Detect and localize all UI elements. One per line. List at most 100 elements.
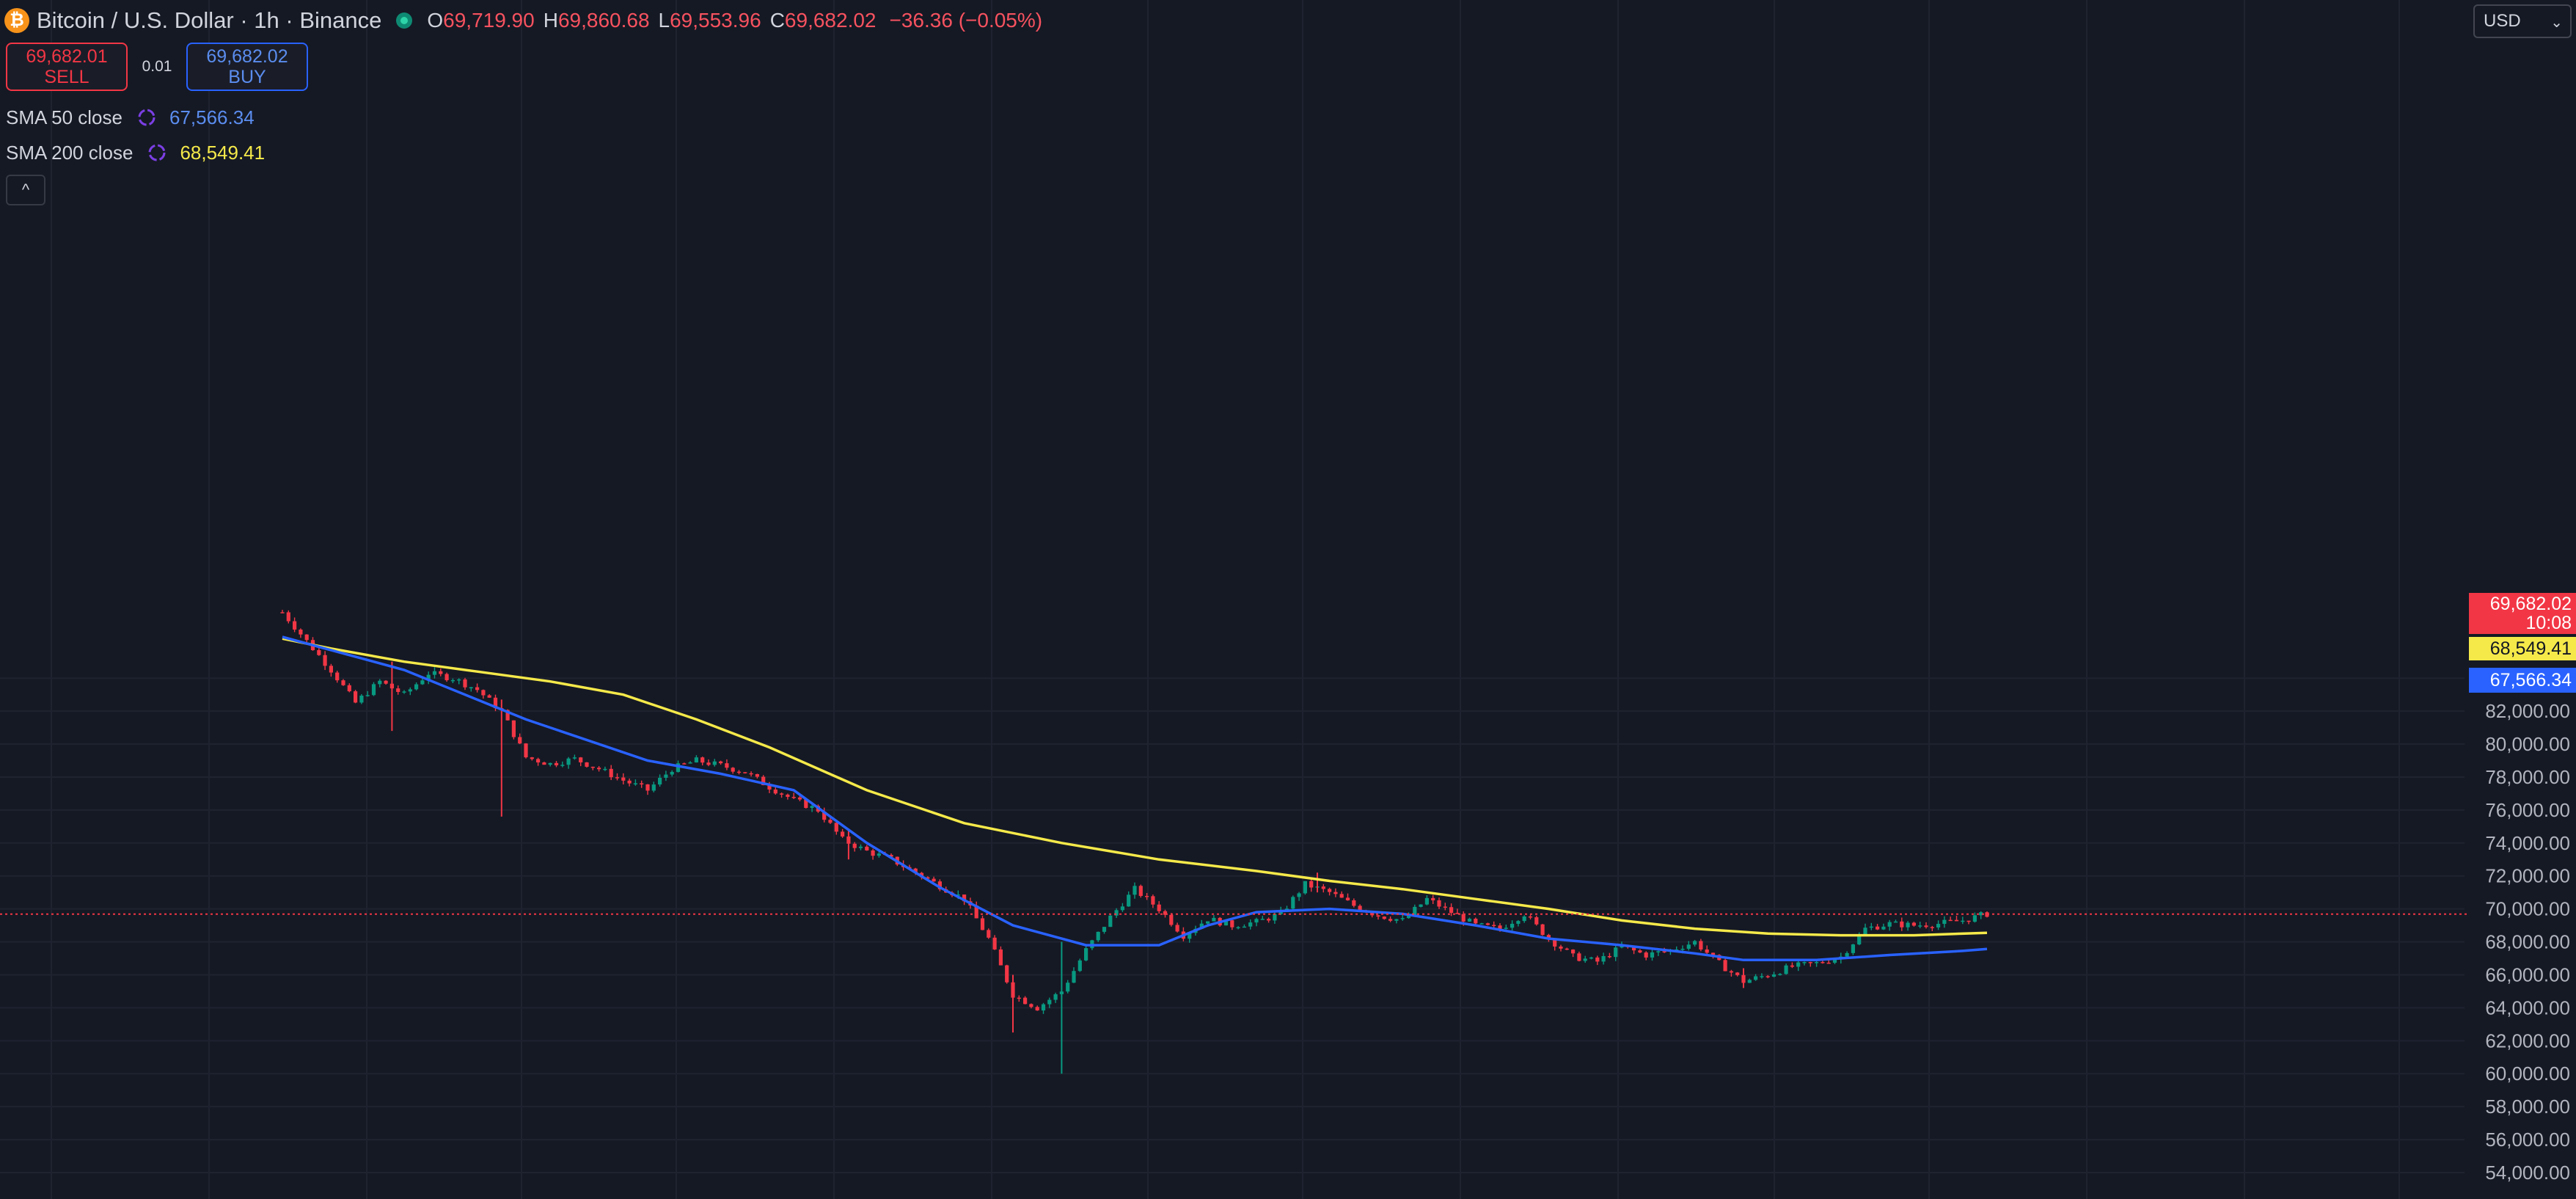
sma-200-line [282,637,1988,937]
indicator-value: 68,549.41 [180,141,266,164]
candle-body [1832,959,1837,963]
candle-body [871,850,875,856]
candle-body [1747,980,1752,983]
symbol-title[interactable]: Bitcoin / U.S. Dollar · 1h · Binance [37,7,382,33]
indicator-sma200[interactable]: SMA 200 close 68,549.41 [6,138,265,167]
candle-body [1876,926,1880,930]
candle-body [1474,919,1478,924]
candle-body [524,743,528,758]
candle-body [658,777,662,785]
candle-body [378,680,382,685]
currency-select[interactable]: USD ⌄ [2473,4,2572,38]
candle-body [987,930,991,938]
candle-body [396,688,400,692]
candle-body [621,777,626,781]
candle-body [700,757,705,763]
candle-body [493,697,498,709]
candle-body [1924,925,1928,928]
candle-body [1887,922,1892,927]
candle-body [1906,922,1910,928]
collapse-indicators-button[interactable]: ^ [6,175,45,205]
candle-body [1979,912,1983,916]
indicator-sma50[interactable]: SMA 50 close 67,566.34 [6,103,255,132]
candle-body [1857,934,1862,945]
candle-body [1120,906,1124,911]
indicator-value: 67,566.34 [169,106,255,128]
candle-body [1041,1004,1046,1011]
candle-body [761,776,766,785]
candle-body [767,784,772,790]
candle-body [1540,924,1545,936]
price-axis[interactable]: 84,000.0082,000.0080,000.0078,000.0076,0… [2485,667,2570,1184]
candle-body [1863,928,1867,935]
candle-body [627,780,632,784]
candle-body [341,680,345,685]
candle-body [1662,951,1666,952]
buy-label: BUY [228,67,266,87]
candle-body [1869,926,1873,928]
candle-body [1972,915,1977,922]
loading-spinner-icon [138,109,155,126]
price-tick-label: 76,000.00 [2485,799,2570,821]
candle-body [1248,922,1253,927]
candle-body [414,684,419,690]
candle-body [426,674,431,681]
candle-body [956,894,960,896]
candle-body [1077,960,1082,972]
candle-body [1096,931,1100,941]
candle-body [1223,920,1229,926]
buy-button[interactable]: 69,682.02 BUY [186,43,308,91]
candle-body [1047,999,1052,1005]
candle-body [1918,925,1922,927]
candle-body [1796,962,1801,967]
candle-body [1388,919,1393,921]
candle-body [651,784,656,791]
candle-body [1053,994,1058,1000]
candle-body [834,823,838,832]
candle-body [1151,896,1155,905]
close-value: 69,682.02 [784,9,877,32]
sma-50-line [282,635,1988,962]
candle-body [1328,889,1332,892]
candle-body [1358,905,1362,911]
market-status-icon[interactable] [396,12,413,29]
candle-body [1583,958,1587,961]
candle-body [1303,881,1307,894]
candle-body [463,679,467,688]
candle-body [1821,962,1825,963]
candle-body [1230,920,1234,928]
candle-body [1017,997,1021,999]
candle-body [1424,897,1429,905]
candle-body [518,737,522,744]
candle-body [542,762,546,765]
candle-body [1881,926,1886,930]
candle-body [1443,906,1447,908]
candle-body [1601,955,1606,962]
candle-body [676,763,681,772]
sell-button[interactable]: 69,682.01 SELL [6,43,128,91]
price-tick-label: 80,000.00 [2485,733,2570,755]
candle-body [1710,952,1716,955]
candle-body [1577,953,1581,961]
candle-body [1553,939,1557,947]
candle-body [1650,952,1655,958]
candle-body [1942,919,1947,925]
candle-body [1638,950,1642,953]
candle-body [560,765,565,766]
candle-body [1005,965,1009,983]
candle-body [1138,886,1143,896]
candle-body [481,690,486,696]
candle-body [1522,916,1526,922]
candle-body [962,894,967,902]
chart-grid [0,0,2465,1199]
candle-body [1644,952,1648,958]
price-tick-label: 72,000.00 [2485,865,2570,887]
candle-body [688,762,692,764]
candle-body [780,793,784,795]
candle-body [1784,965,1788,974]
candle-body [585,762,589,767]
candle-body [670,771,674,775]
candle-body [1589,957,1594,959]
candle-body [286,612,290,622]
